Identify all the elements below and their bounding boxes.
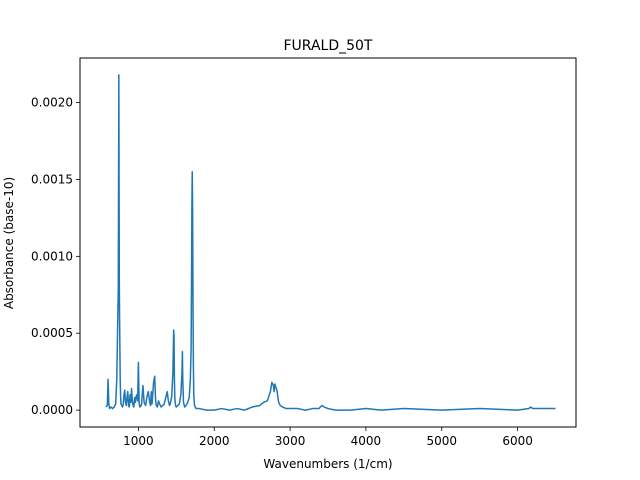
x-tick-label: 5000	[426, 434, 457, 448]
x-axis-ticks: 1000 2000 3000 4000 5000 6000	[123, 427, 533, 448]
y-tick-label: 0.0010	[31, 249, 73, 263]
y-tick-label: 0.0000	[31, 403, 73, 417]
y-tick-label: 0.0020	[31, 96, 73, 110]
x-tick-label: 2000	[199, 434, 230, 448]
y-axis-label: Absorbance (base-10)	[2, 177, 16, 309]
x-tick-label: 3000	[275, 434, 306, 448]
plot-frame	[79, 57, 577, 428]
y-tick-label: 0.0005	[31, 326, 73, 340]
x-tick-label: 4000	[351, 434, 382, 448]
y-tick-label: 0.0015	[31, 172, 73, 186]
spectrum-line	[105, 74, 556, 411]
x-axis-label: Wavenumbers (1/cm)	[263, 457, 392, 471]
x-tick-label: 1000	[123, 434, 154, 448]
plot-line-group	[105, 74, 556, 411]
chart-title: FURALD_50T	[284, 38, 373, 54]
x-tick-label: 6000	[502, 434, 533, 448]
y-axis-ticks: 0.0000 0.0005 0.0010 0.0015 0.0020	[31, 96, 80, 417]
